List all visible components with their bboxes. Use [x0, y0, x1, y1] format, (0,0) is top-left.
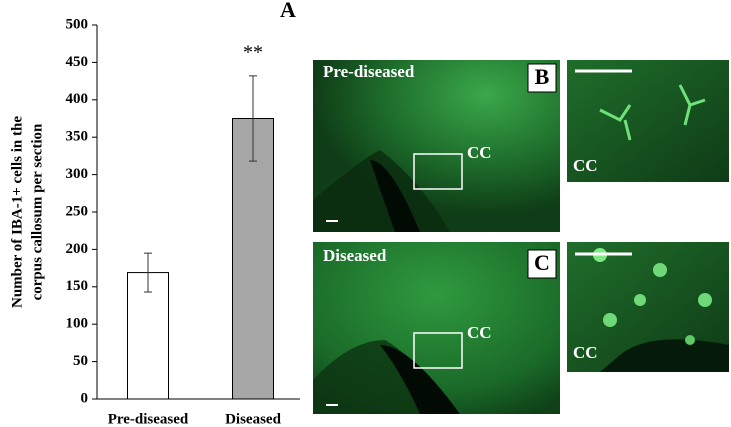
image-label: Diseased	[323, 246, 387, 265]
y-tick-label: 0	[81, 390, 89, 406]
inset-label: CC	[573, 343, 598, 362]
panel-label: A	[280, 0, 296, 22]
y-tick-label: 500	[66, 16, 89, 32]
y-tick-label: 100	[66, 316, 89, 332]
panel-label: B	[535, 64, 550, 89]
y-axis-label: Number of IBA-1+ cells in the	[9, 116, 25, 308]
inset-b: CC	[567, 60, 729, 182]
panel-label: C	[534, 250, 550, 275]
y-axis-label: corpus callosum per section	[29, 123, 45, 300]
y-tick-label: 250	[66, 203, 89, 219]
y-tick-label: 450	[66, 54, 89, 70]
inset-label: CC	[573, 156, 598, 175]
y-tick-label: 150	[66, 278, 89, 294]
x-tick-label: Diseased	[225, 411, 281, 427]
y-tick-label: 400	[66, 91, 89, 107]
region-label: CC	[467, 323, 492, 342]
micrograph-c: C Diseased CC	[313, 242, 560, 414]
x-tick-label: Pre-diseased	[108, 411, 189, 427]
region-label: CC	[467, 143, 492, 162]
micrograph-b: B Pre-diseased CC	[313, 60, 560, 232]
significance-label: **	[243, 41, 263, 63]
y-tick-label: 200	[66, 241, 89, 257]
y-tick-label: 50	[73, 353, 88, 369]
bar	[232, 118, 274, 400]
y-tick-label: 300	[66, 166, 89, 182]
inset-c: CC	[567, 242, 729, 372]
y-tick-label: 350	[66, 129, 89, 145]
image-label: Pre-diseased	[323, 62, 415, 81]
